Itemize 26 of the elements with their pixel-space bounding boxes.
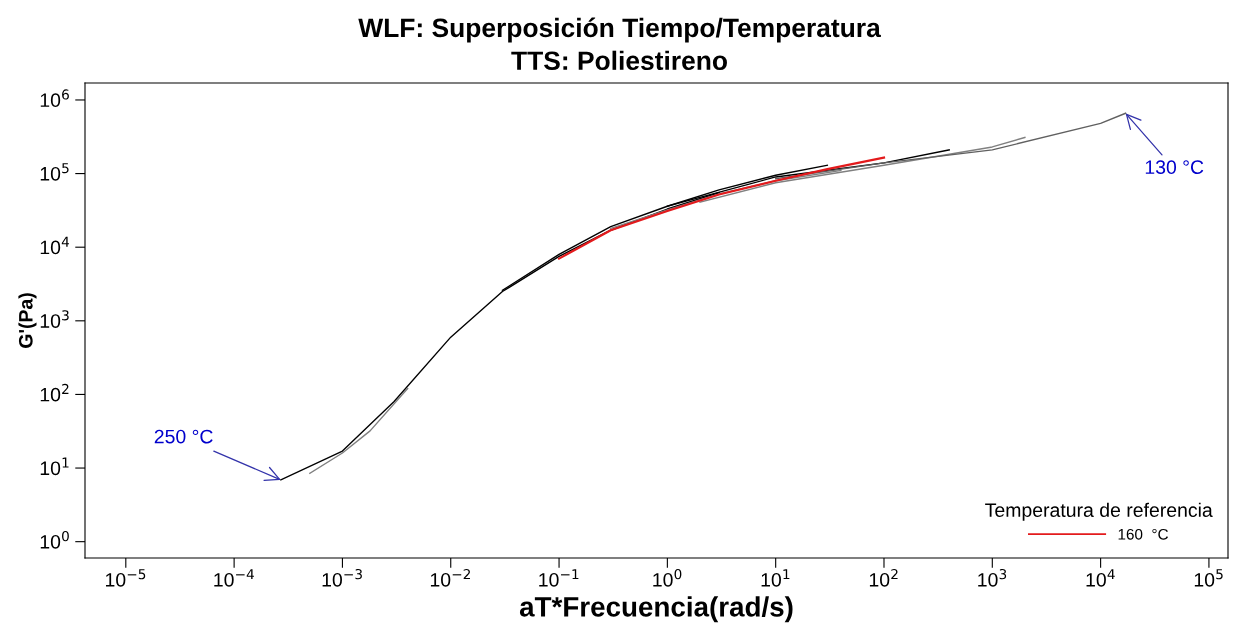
- x-tick-label: 10$^{1}$: [761, 569, 790, 587]
- x-tick-label: 10$^{−1}$: [539, 569, 579, 587]
- x-tick-label: 10$^{−2}$: [430, 568, 470, 587]
- x-tick-label: 10$^{−5}$: [106, 569, 146, 587]
- legend-label: 160 °C: [1118, 528, 1168, 540]
- y-axis-title: G'(Pa): [18, 293, 37, 348]
- y-tick-label: 10$^{0}$: [40, 531, 69, 549]
- y-tick-label: 10$^{4}$: [40, 236, 70, 255]
- y-tick-label: 10$^{3}$: [40, 310, 69, 328]
- y-tick-label: 10$^{5}$: [40, 163, 69, 181]
- annotation: 250 °C: [154, 429, 213, 444]
- x-tick-label: 10$^{−4}$: [214, 569, 254, 587]
- x-tick-label: 10$^{5}$: [1194, 569, 1223, 587]
- x-tick-label: 10$^{4}$: [1086, 569, 1115, 587]
- x-tick-label: 10$^{0}$: [653, 568, 682, 587]
- chart-subtitle: TTS: Poliestireno: [511, 50, 727, 71]
- x-tick-label: 10$^{2}$: [869, 568, 898, 587]
- x-tick-label: 10$^{3}$: [978, 568, 1007, 587]
- y-tick-label: 10$^{6}$: [40, 89, 69, 108]
- y-tick-label: 10$^{1}$: [40, 457, 69, 476]
- annotation: 130 °C: [1145, 160, 1204, 175]
- y-tick-label: 10$^{2}$: [40, 383, 69, 402]
- x-tick-label: 10$^{−3}$: [322, 568, 362, 587]
- x-axis-title: aT*Frecuencia(rad/s): [519, 596, 793, 623]
- chart-title: WLF: Superposición Tiempo/Temperatura: [358, 17, 881, 43]
- legend-title: Temperatura de referencia: [985, 502, 1213, 521]
